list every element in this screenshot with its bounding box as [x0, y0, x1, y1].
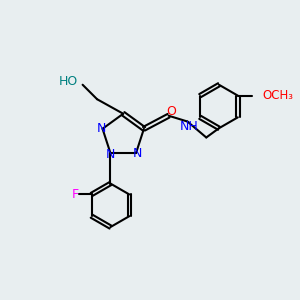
Text: O: O [167, 105, 176, 118]
Text: F: F [72, 188, 79, 201]
Text: N: N [106, 148, 115, 161]
Text: N: N [133, 147, 142, 160]
Text: NH: NH [179, 120, 198, 133]
Text: HO: HO [59, 75, 78, 88]
Text: N: N [96, 122, 106, 135]
Text: OCH₃: OCH₃ [262, 89, 293, 102]
